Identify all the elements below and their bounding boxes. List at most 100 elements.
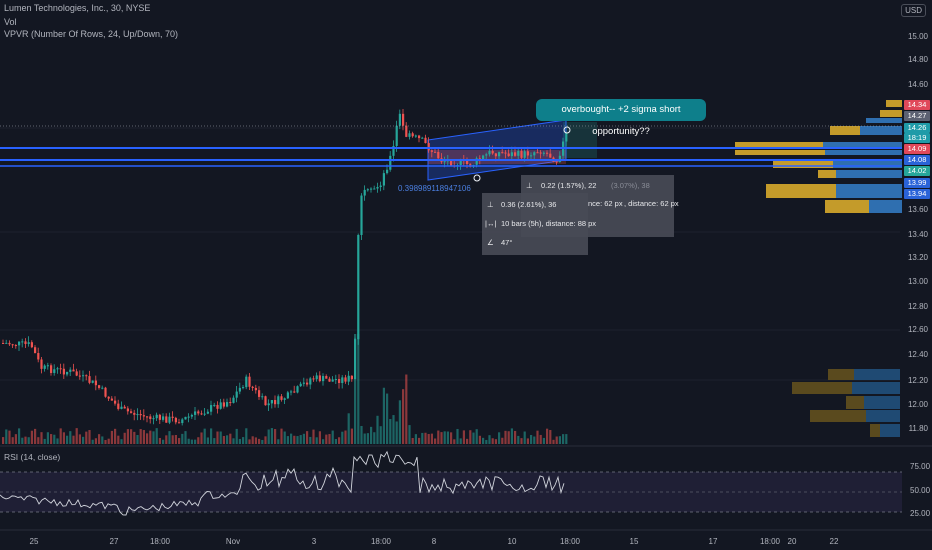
annotation-callout[interactable]: overbought-- +2 sigma short opportunity?… [536,99,706,137]
volume-bar [34,428,37,444]
volume-bar [520,438,523,444]
candle-body [69,369,72,372]
price-axis-label: 12.40 [907,350,928,359]
volume-bar [414,434,417,444]
vpvr-indicator-label[interactable]: VPVR (Number Of Rows, 24, Up/Down, 70) [4,29,179,39]
candle-body [114,400,117,404]
volume-bar [309,436,312,444]
volume-bar [82,436,85,444]
candle-body [139,414,142,416]
candle-body [194,411,197,415]
rsi-level-50: 50.00 [910,486,931,495]
volume-bar [18,428,21,444]
volume-bar [322,439,325,444]
candle-body [510,152,513,157]
volume-bar [546,428,549,444]
volume-bar [85,431,88,444]
volume-bar [350,428,353,444]
position-box [563,122,597,158]
candle-body [430,150,433,152]
candle-body [242,387,245,389]
volume-bar [101,436,104,444]
candle-body [398,113,401,126]
volume-bar [133,431,136,444]
candle-body [312,378,315,380]
candle-body [328,378,331,382]
volume-bar [418,437,421,444]
volume-bar [24,436,27,444]
volume-bar [27,437,30,444]
measure-box[interactable]: ⊥ 0.36 (2.61%), 36 |↔| 10 bars (5h), dis… [482,193,596,255]
volume-bar [475,429,478,444]
candle-body [56,368,59,370]
volume-bar [469,430,472,444]
volume-bar [274,429,277,444]
candle-body [59,368,62,370]
candle-body [213,404,216,406]
candle-body [168,416,171,423]
price-axis-label: 13.20 [907,253,928,262]
volume-bar [242,437,245,444]
volume-bar [88,430,91,444]
candle-body [450,160,453,166]
volume-indicator-label[interactable]: Vol [4,17,17,27]
candle-body [130,411,133,413]
candle-body [331,379,334,382]
time-axis-label: 27 [109,537,119,546]
volume-bar [555,436,558,444]
candle-body [306,382,309,385]
candle-body [405,125,408,137]
volume-bar [376,415,379,444]
symbol-title[interactable]: Lumen Technologies, Inc., 30, NYSE [4,3,151,13]
volume-bar [373,432,376,444]
candle-body [101,387,104,389]
price-axis-label: 14.80 [907,55,928,64]
currency-button[interactable]: USD [901,4,926,17]
volume-bar [552,439,555,444]
candle-body [443,161,446,163]
volume-bar [530,434,533,444]
price-grid [0,127,900,381]
volume-bar [318,431,321,444]
time-axis-label: 18:00 [149,537,171,546]
time-axis-label: 17 [708,537,718,546]
price-axis-label: 13.60 [907,205,928,214]
candle-body [53,369,56,373]
candle-body [334,378,337,380]
candle-body [347,375,350,382]
volume-bar [245,428,248,444]
volume-bar [181,433,184,444]
volume-bar [341,431,344,444]
candle-body [485,154,488,156]
candle-body [126,408,129,412]
volume-bar [424,432,427,444]
volume-bar [261,439,264,444]
volume-bar [315,437,318,444]
volume-bar [120,439,123,444]
volume-bar [312,429,315,444]
candle-body [190,414,193,417]
candle-body [174,417,177,423]
time-axis-label: 25 [29,537,39,546]
candle-body [386,169,389,174]
volume-bar [290,433,293,444]
volume-bar [123,432,126,444]
rsi-label[interactable]: RSI (14, close) [4,452,61,462]
price-axis-label: 13.40 [907,230,928,239]
candle-body [75,371,78,376]
volume-bar [402,389,405,444]
candle-body [165,416,168,423]
candle-body [437,151,440,159]
volume-bar [187,438,190,444]
candle-body [286,392,289,399]
volume-bar [453,439,456,444]
volume-bar [366,433,369,444]
volume-bar [264,436,267,444]
volume-bar [149,430,152,444]
candle-body [146,416,149,418]
volume-bar [91,439,94,444]
volume-bar [235,428,238,444]
time-axis-label: 8 [431,537,437,546]
